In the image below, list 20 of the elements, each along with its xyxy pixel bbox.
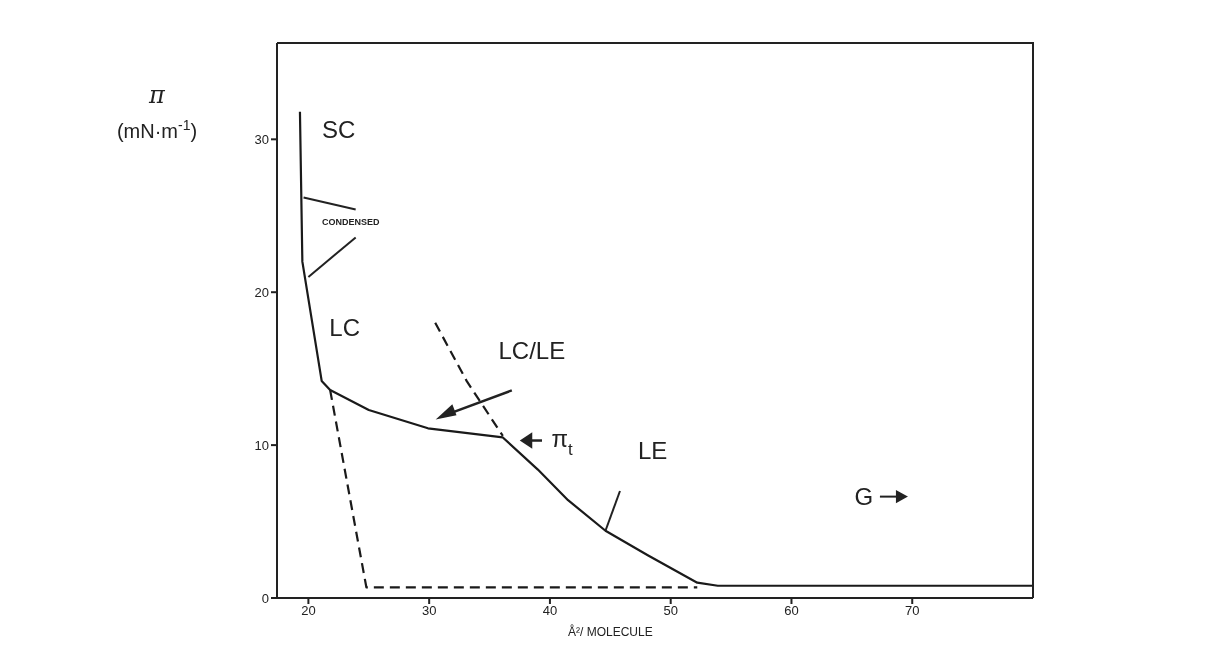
y-tick-label: 20 — [254, 284, 269, 300]
line-series — [298, 110, 1033, 587]
annotation: LC — [329, 314, 360, 342]
annotation: CONDENSED — [321, 217, 380, 228]
y-tick-label: 10 — [254, 437, 269, 453]
annotation: LC/LE — [498, 337, 566, 365]
annotation: LE — [637, 437, 668, 465]
annotation: π$_{t}$ — [551, 424, 573, 459]
x-tick-label: 40 — [542, 603, 558, 619]
x-tick-label: 20 — [301, 603, 316, 619]
x-tick-label: 60 — [784, 603, 799, 619]
y-axis-title: π (mN·m$^{-1}$) — [116, 81, 198, 142]
x-tick-label: 50 — [663, 603, 678, 619]
y-tick-label: 30 — [254, 131, 269, 147]
annotation: SC — [321, 116, 356, 144]
x-tick-label: 70 — [905, 603, 920, 619]
x-axis-title: Å²/ MOLECULE — [567, 624, 653, 639]
annotation: G — [854, 482, 874, 510]
x-tick-label: 30 — [421, 603, 437, 619]
y-tick-label: 0 — [261, 590, 269, 606]
